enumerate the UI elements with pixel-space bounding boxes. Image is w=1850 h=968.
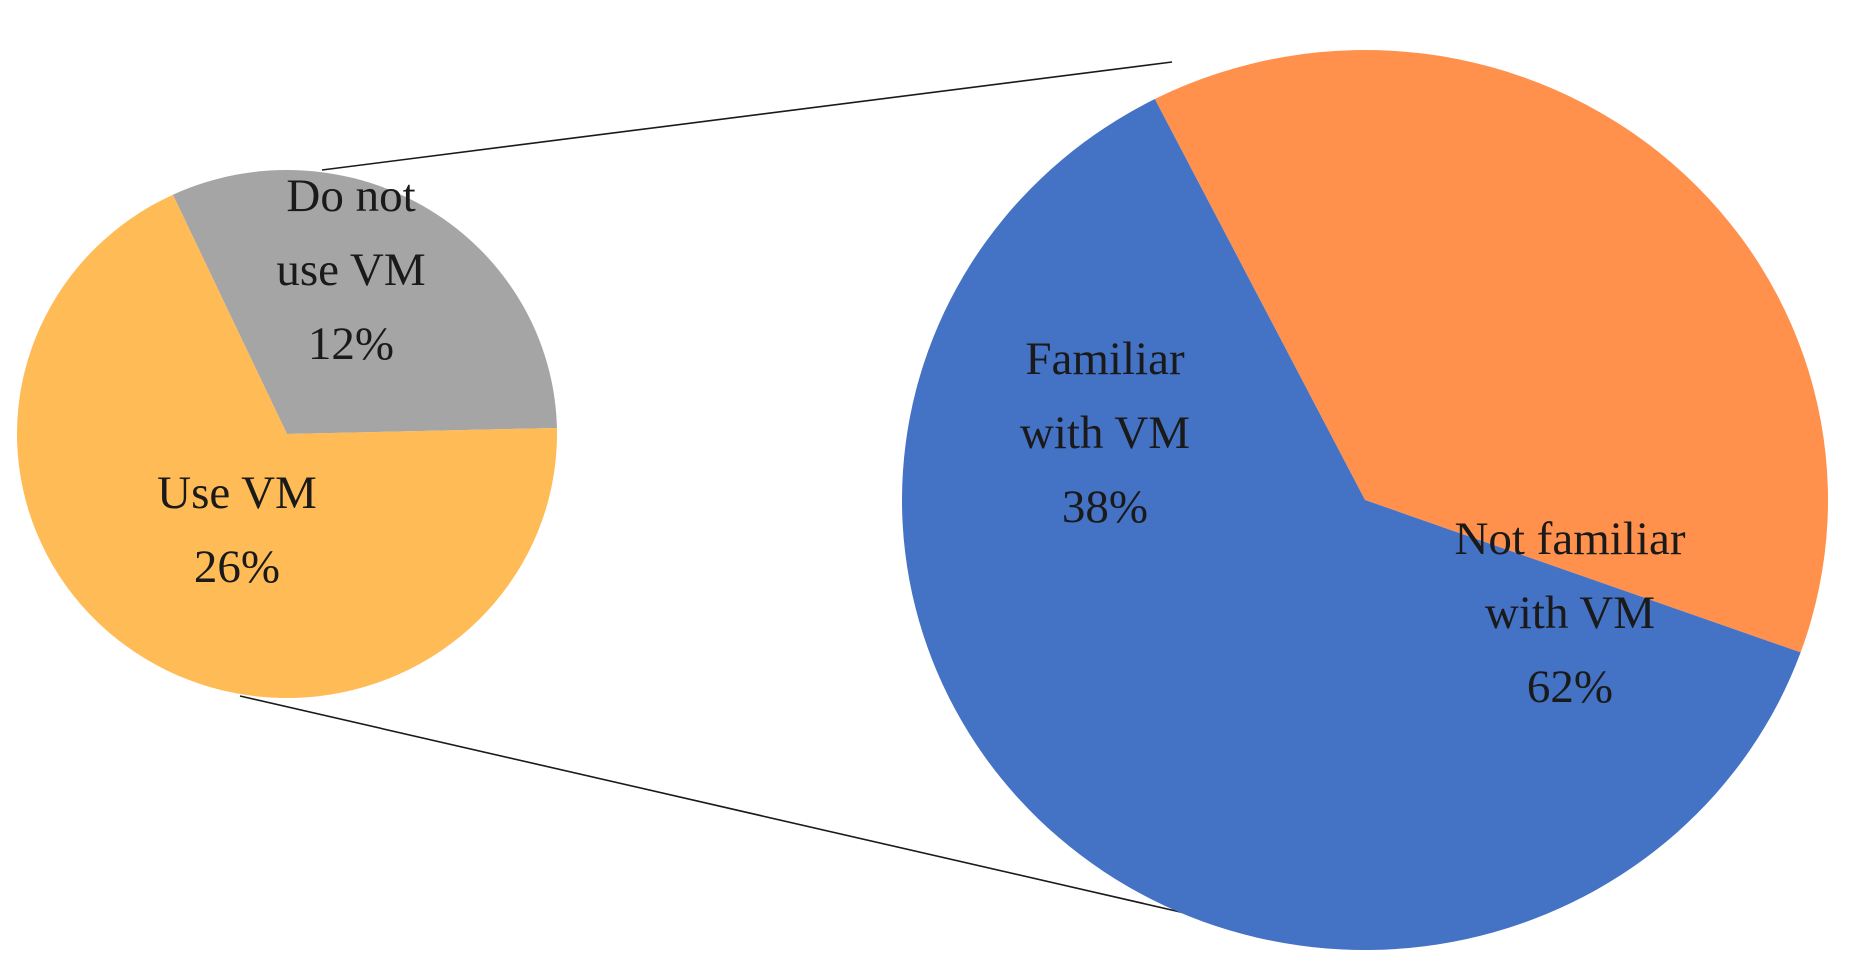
label-line: 12% — [308, 318, 394, 370]
label-line: Use VM — [157, 467, 317, 519]
slice-use-vm — [17, 194, 558, 698]
label-line: 38% — [1062, 481, 1148, 533]
label-line: use VM — [276, 244, 425, 296]
connector-line-bottom — [239, 695, 1225, 923]
slice-labels: Do not use VM 12% Use VM 26% Familiar with VM 3… — [157, 170, 1686, 713]
connector-line-top — [321, 61, 1173, 171]
label-line: with VM — [1485, 587, 1655, 639]
label-line: with VM — [1020, 407, 1190, 459]
label-line: Do not — [286, 170, 415, 222]
large-pie — [901, 50, 1828, 951]
label-use-vm: Use VM 26% — [157, 467, 317, 593]
slice-do-not-use-vm — [172, 169, 557, 434]
label-line: 26% — [194, 541, 280, 593]
label-not-familiar-with-vm: Not familiar with VM 62% — [1454, 513, 1685, 713]
label-line: Not familiar — [1454, 513, 1685, 565]
small-pie — [17, 169, 558, 698]
label-do-not-use-vm: Do not use VM 12% — [276, 170, 425, 370]
label-familiar-with-vm: Familiar with VM 38% — [1020, 333, 1190, 533]
label-line: 62% — [1527, 661, 1613, 713]
slice-not-familiar-with-vm — [901, 99, 1801, 951]
connector-lines — [239, 61, 1225, 923]
slice-familiar-with-vm — [1154, 50, 1828, 653]
label-line: Familiar — [1025, 333, 1185, 385]
